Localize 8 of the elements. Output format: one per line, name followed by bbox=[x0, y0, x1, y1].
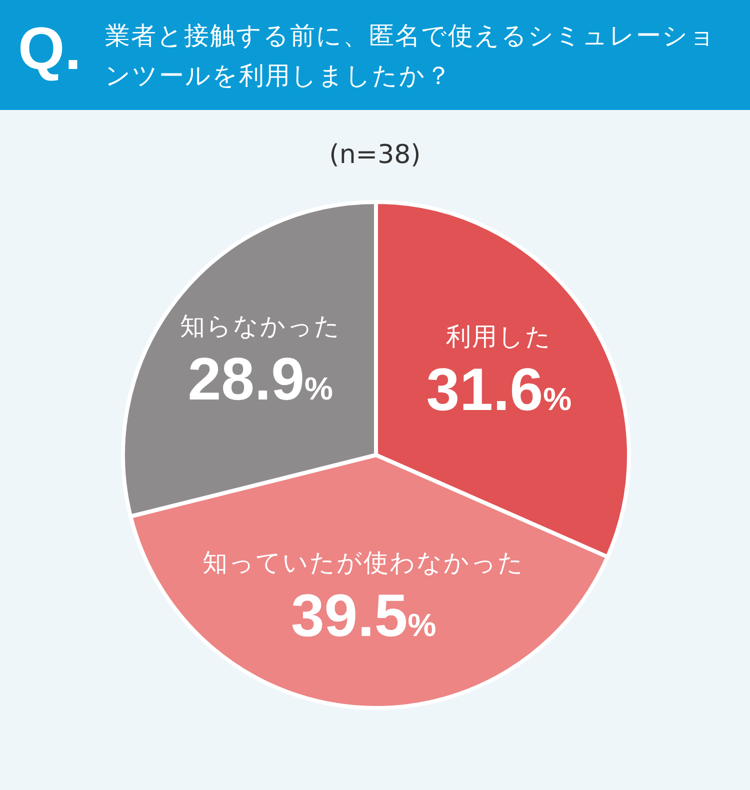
chart-title: 業者と接触する前に、匿名で使えるシミュレーションツールを利用しましたか？ bbox=[105, 20, 717, 92]
data-label: 39.5% bbox=[290, 582, 436, 650]
chart-subtitle: (n=38) bbox=[328, 140, 422, 170]
slice-label: 知っていたが使わなかった bbox=[202, 548, 525, 578]
slice-label: 利用した bbox=[446, 322, 552, 351]
data-label: 28.9% bbox=[188, 346, 333, 413]
data-label: 31.6% bbox=[426, 356, 572, 423]
slice-label: 知らなかった bbox=[180, 312, 341, 341]
